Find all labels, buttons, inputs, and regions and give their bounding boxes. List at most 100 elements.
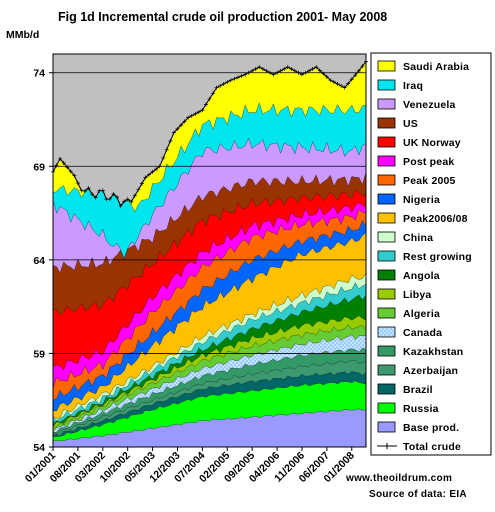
legend-swatch-iraq [377,79,396,91]
y-tick-label: 59 [33,348,45,360]
legend-swatch-angola [377,269,396,281]
total-crude-point [264,68,269,73]
legend-swatch-nigeria [377,193,396,205]
legend-swatch-uk-norway [377,136,396,148]
legend-label-peak-2005: Peak 2005 [403,175,456,187]
total-crude-point [175,126,180,131]
total-crude-point [250,68,255,73]
total-crude-point [79,188,84,193]
total-crude-point [72,173,77,178]
total-crude-point [324,74,329,79]
plot-frame [52,53,367,448]
total-crude-point [356,68,361,73]
y-axis-label: MMb/d [6,29,39,41]
legend-label-russia: Russia [403,403,439,415]
legend: Saudi Arabia Iraq Venezuela US UK Norway Post… [377,60,472,453]
total-crude-point [335,81,340,86]
total-crude-point [214,85,219,90]
legend-label-rest-growing: Rest growing [403,251,472,263]
total-crude-point [154,167,159,172]
total-crude-point [179,123,184,128]
total-crude-point [292,68,297,73]
total-crude-point [122,199,127,204]
total-crude-point [83,189,88,194]
total-crude-point [267,70,272,75]
legend-label-uk-norway: UK Norway [403,137,461,149]
source-note: Source of data: EIA [369,489,467,500]
total-crude-point [221,81,226,86]
total-crude-point [349,77,354,82]
legend-label-azerbaijan: Azerbaijan [403,365,458,377]
total-crude-point [239,73,244,78]
total-crude-point [139,181,144,186]
legend-label-saudi-arabia: Saudi Arabia [403,61,469,73]
total-crude-point [189,113,194,118]
total-crude-point [275,70,280,75]
legend-label-nigeria: Nigeria [403,194,440,206]
legend-swatch-peak2006-08 [377,212,396,224]
total-crude-point [303,70,308,75]
legend-label-total-crude: Total crude [403,441,461,453]
total-crude-point [289,66,294,71]
legend-swatch-base-prod [377,421,396,433]
total-crude-point [147,172,152,177]
total-crude-point [54,163,59,168]
total-crude-point [257,65,262,70]
y-axis-ticks: 54 59 64 69 74 [33,68,53,454]
total-crude-point [115,195,120,200]
total-crude-point [260,66,265,71]
legend-label-peak2006-08: Peak2006/08 [403,213,468,225]
total-crude-point [186,115,191,120]
total-crude-point [125,197,130,202]
total-crude-point [346,81,351,86]
total-crude-point [342,85,347,90]
total-crude-point [228,78,233,83]
total-crude-point [317,68,322,73]
total-crude-point [118,203,123,208]
total-crude-point [86,186,91,191]
y-tick-label: 74 [33,68,45,80]
total-crude-point [353,73,358,78]
site-note: www.theoildrum.com [345,473,452,484]
total-crude-point [282,66,287,71]
legend-label-libya: Libya [403,289,431,301]
legend-swatch-saudi-arabia [377,60,396,72]
total-crude-point [225,80,230,85]
total-crude-point [58,156,63,161]
total-crude-line [51,59,368,208]
total-crude-point [218,83,223,88]
total-crude-point [278,68,283,73]
total-crude-point [107,196,112,201]
total-crude-point [93,195,98,200]
legend-swatch-canada [377,326,396,338]
y-tick-label: 69 [33,161,45,173]
total-crude-point [161,155,166,160]
legend-label-post-peak: Post peak [403,156,454,168]
total-crude-point [200,108,205,113]
legend-swatch-brazil [377,383,396,395]
total-crude-point [168,139,173,144]
total-crude-point [203,102,208,107]
y-tick-label: 54 [33,442,45,454]
total-crude-point [360,64,365,69]
total-crude-point [331,80,336,85]
legend-label-us: US [403,118,418,130]
total-crude-point [129,199,134,204]
legend-swatch-libya [377,288,396,300]
total-crude-point [232,76,237,81]
legend-swatch-china [377,231,396,243]
total-crude-point [271,72,276,77]
total-crude-point [314,65,319,70]
total-crude-point [253,66,258,71]
legend-label-angola: Angola [403,270,440,282]
legend-label-algeria: Algeria [403,308,440,320]
total-crude-point [246,70,251,75]
total-crude-point [100,188,105,193]
legend-swatch-post-peak [377,155,396,167]
legend-label-china: China [403,232,433,244]
x-axis-ticks: 01/200108/200103/200210/200205/200312/20… [23,447,357,485]
total-crude-point [196,110,201,115]
legend-swatch-kazakhstan [377,345,396,357]
legend-label-kazakhstan: Kazakhstan [403,346,463,358]
